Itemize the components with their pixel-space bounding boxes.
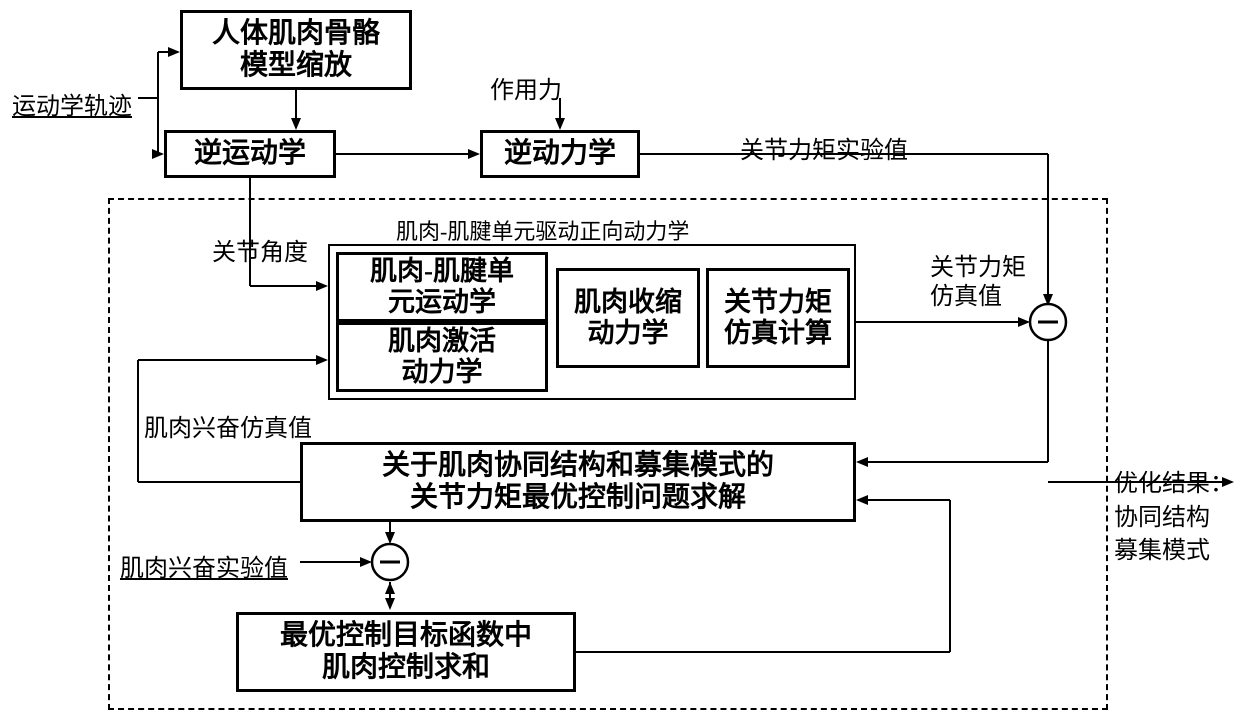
box-scaling: 人体肌肉骨骼模型缩放: [180, 10, 412, 90]
label-joint-angle: 关节角度: [212, 232, 308, 267]
box-id: 逆动力学: [480, 130, 640, 178]
box-muscle-act: 肌肉激活动力学: [336, 322, 548, 392]
label-force: 作用力: [490, 70, 562, 105]
box-torque-sim: 关节力矩仿真计算: [706, 268, 850, 368]
box-objective: 最优控制目标函数中肌肉控制求和: [236, 612, 576, 692]
label-joint-torque-sim: 关节力矩仿真值: [930, 254, 1026, 312]
box-optimal: 关于肌肉协同结构和募集模式的关节力矩最优控制问题求解: [300, 442, 856, 522]
label-input: 运动学轨迹: [12, 86, 132, 121]
box-ik: 逆运动学: [164, 130, 336, 178]
label-muscle-excite-sim: 肌肉兴奋仿真值: [144, 408, 312, 443]
label-muscle-excite-exp: 肌肉兴奋实验值: [120, 548, 288, 583]
box-mtu-kin: 肌肉-肌腱单元运动学: [336, 252, 548, 322]
label-mtu-fd-title: 肌肉-肌腱单元驱动正向动力学: [396, 214, 689, 246]
label-joint-torque-exp: 关节力矩实验值: [740, 130, 908, 165]
box-muscle-contract: 肌肉收缩动力学: [556, 268, 700, 368]
label-output: 优化结果：协同结构募集模式: [1114, 468, 1234, 569]
